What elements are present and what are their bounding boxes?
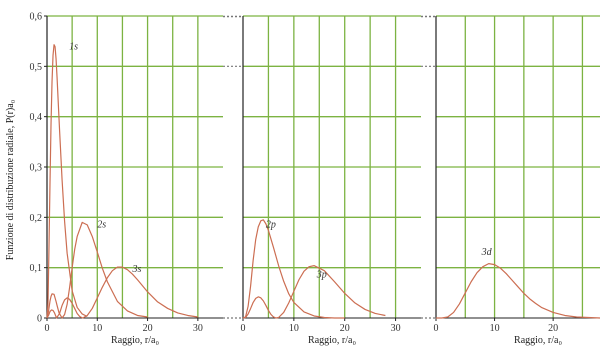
- y-tick-label: 0: [37, 314, 42, 325]
- curve-label-2p: 2p: [266, 219, 276, 230]
- axes-layer: [44, 15, 600, 321]
- x-axis-label-p3: Raggio, r/a₀: [514, 335, 562, 346]
- y-tick-label: 0,3: [30, 163, 43, 174]
- curve-label-3d: 3d: [481, 247, 493, 258]
- x-tick-label: 20: [143, 323, 153, 334]
- grid-layer: [47, 15, 600, 318]
- x-tick-label: 10: [92, 323, 102, 334]
- x-tick-label: 10: [289, 323, 299, 334]
- x-tick-label: 0: [434, 323, 439, 334]
- curve-3d: [436, 263, 601, 319]
- curve-1s: [46, 44, 88, 319]
- curve-layer: [46, 44, 601, 319]
- y-tick-label: 0,4: [30, 112, 43, 123]
- curve-label-2s: 2s: [97, 219, 106, 230]
- curve-label-3s: 3s: [131, 264, 141, 275]
- x-tick-label: 0: [241, 323, 246, 334]
- y-tick-label: 0,1: [30, 263, 43, 274]
- x-axis-label-p2: Raggio, r/a₀: [308, 335, 356, 346]
- y-tick-label: 0,6: [30, 12, 43, 23]
- x-tick-label: 20: [340, 323, 350, 334]
- text-layer: 0 10 20 30 Raggio, r/a₀ 1s 2s 3s 0 10 20 30 Raggio, …: [30, 12, 563, 347]
- x-tick-label: 30: [391, 323, 401, 334]
- curve-label-3p: 3p: [316, 270, 327, 281]
- x-tick-label: 30: [193, 323, 203, 334]
- curve-3s: [46, 266, 198, 319]
- curve-3p: [242, 265, 386, 319]
- y-axis-label: Funzione di distribuzione radiale, P(r)a…: [5, 99, 16, 260]
- y-tick-label: 0,2: [30, 213, 43, 224]
- x-tick-label: 0: [45, 323, 50, 334]
- curve-label-1s: 1s: [69, 42, 78, 53]
- x-tick-label: 20: [548, 323, 558, 334]
- curve-2p: [242, 219, 345, 319]
- x-tick-label: 10: [490, 323, 500, 334]
- y-tick-label: 0,5: [30, 62, 43, 73]
- x-axis-label-p1: Raggio, r/a₀: [111, 335, 159, 346]
